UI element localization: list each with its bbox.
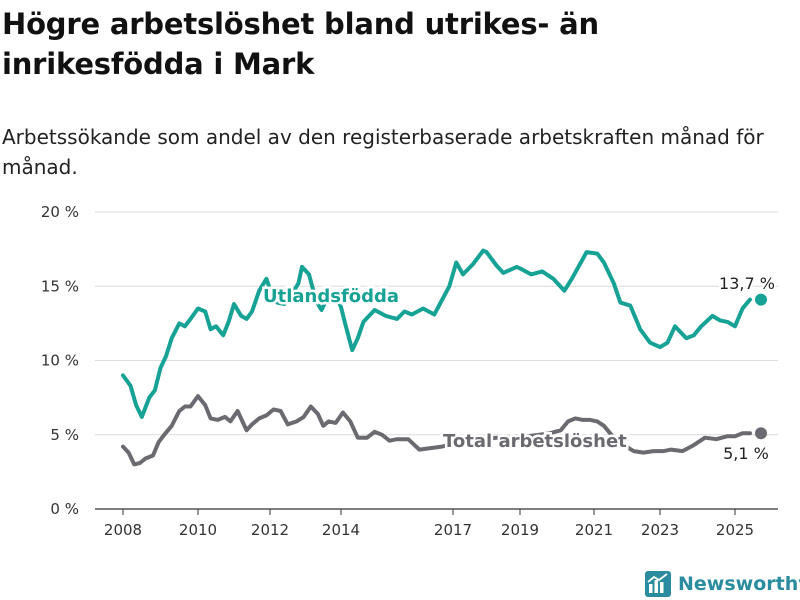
series-label-utlandsfodda: Utlandsfödda — [263, 286, 399, 307]
page-title: Högre arbetslöshet bland utrikes- än inr… — [2, 7, 599, 81]
x-tick-label: 2021 — [575, 521, 613, 539]
series-label-total: Total arbetslöshet — [443, 431, 627, 452]
brand-name: Newsworthy — [678, 573, 800, 595]
series-end-point — [755, 293, 767, 306]
x-tick-label: 2023 — [641, 521, 679, 539]
newsworthy-logo-icon — [645, 571, 671, 597]
y-tick-label: 20 % — [41, 203, 79, 221]
x-tick-label: 2014 — [322, 521, 360, 539]
y-tick-label: 0 % — [50, 500, 79, 518]
y-tick-label: 10 % — [41, 352, 79, 370]
x-tick-label: 2025 — [716, 521, 754, 539]
y-tick-label: 5 % — [50, 426, 79, 444]
brand-logo: Newsworthy — [645, 568, 800, 600]
series-line-total — [121, 394, 752, 467]
end-value-label-total: 5,1 % — [723, 444, 769, 463]
y-tick-label: 15 % — [41, 277, 79, 295]
x-tick-label: 2019 — [501, 521, 539, 539]
x-tick-label: 2008 — [104, 521, 142, 539]
x-tick-label: 2010 — [179, 521, 217, 539]
end-value-label-utlandsfodda: 13,7 % — [719, 274, 775, 293]
x-tick-label: 2012 — [251, 521, 289, 539]
x-tick-label: 2017 — [434, 521, 472, 539]
series-line-utlandsfodda — [121, 248, 752, 419]
page-subtitle: Arbetssökande som andel av den registerb… — [2, 125, 764, 179]
series-end-point — [755, 427, 767, 440]
